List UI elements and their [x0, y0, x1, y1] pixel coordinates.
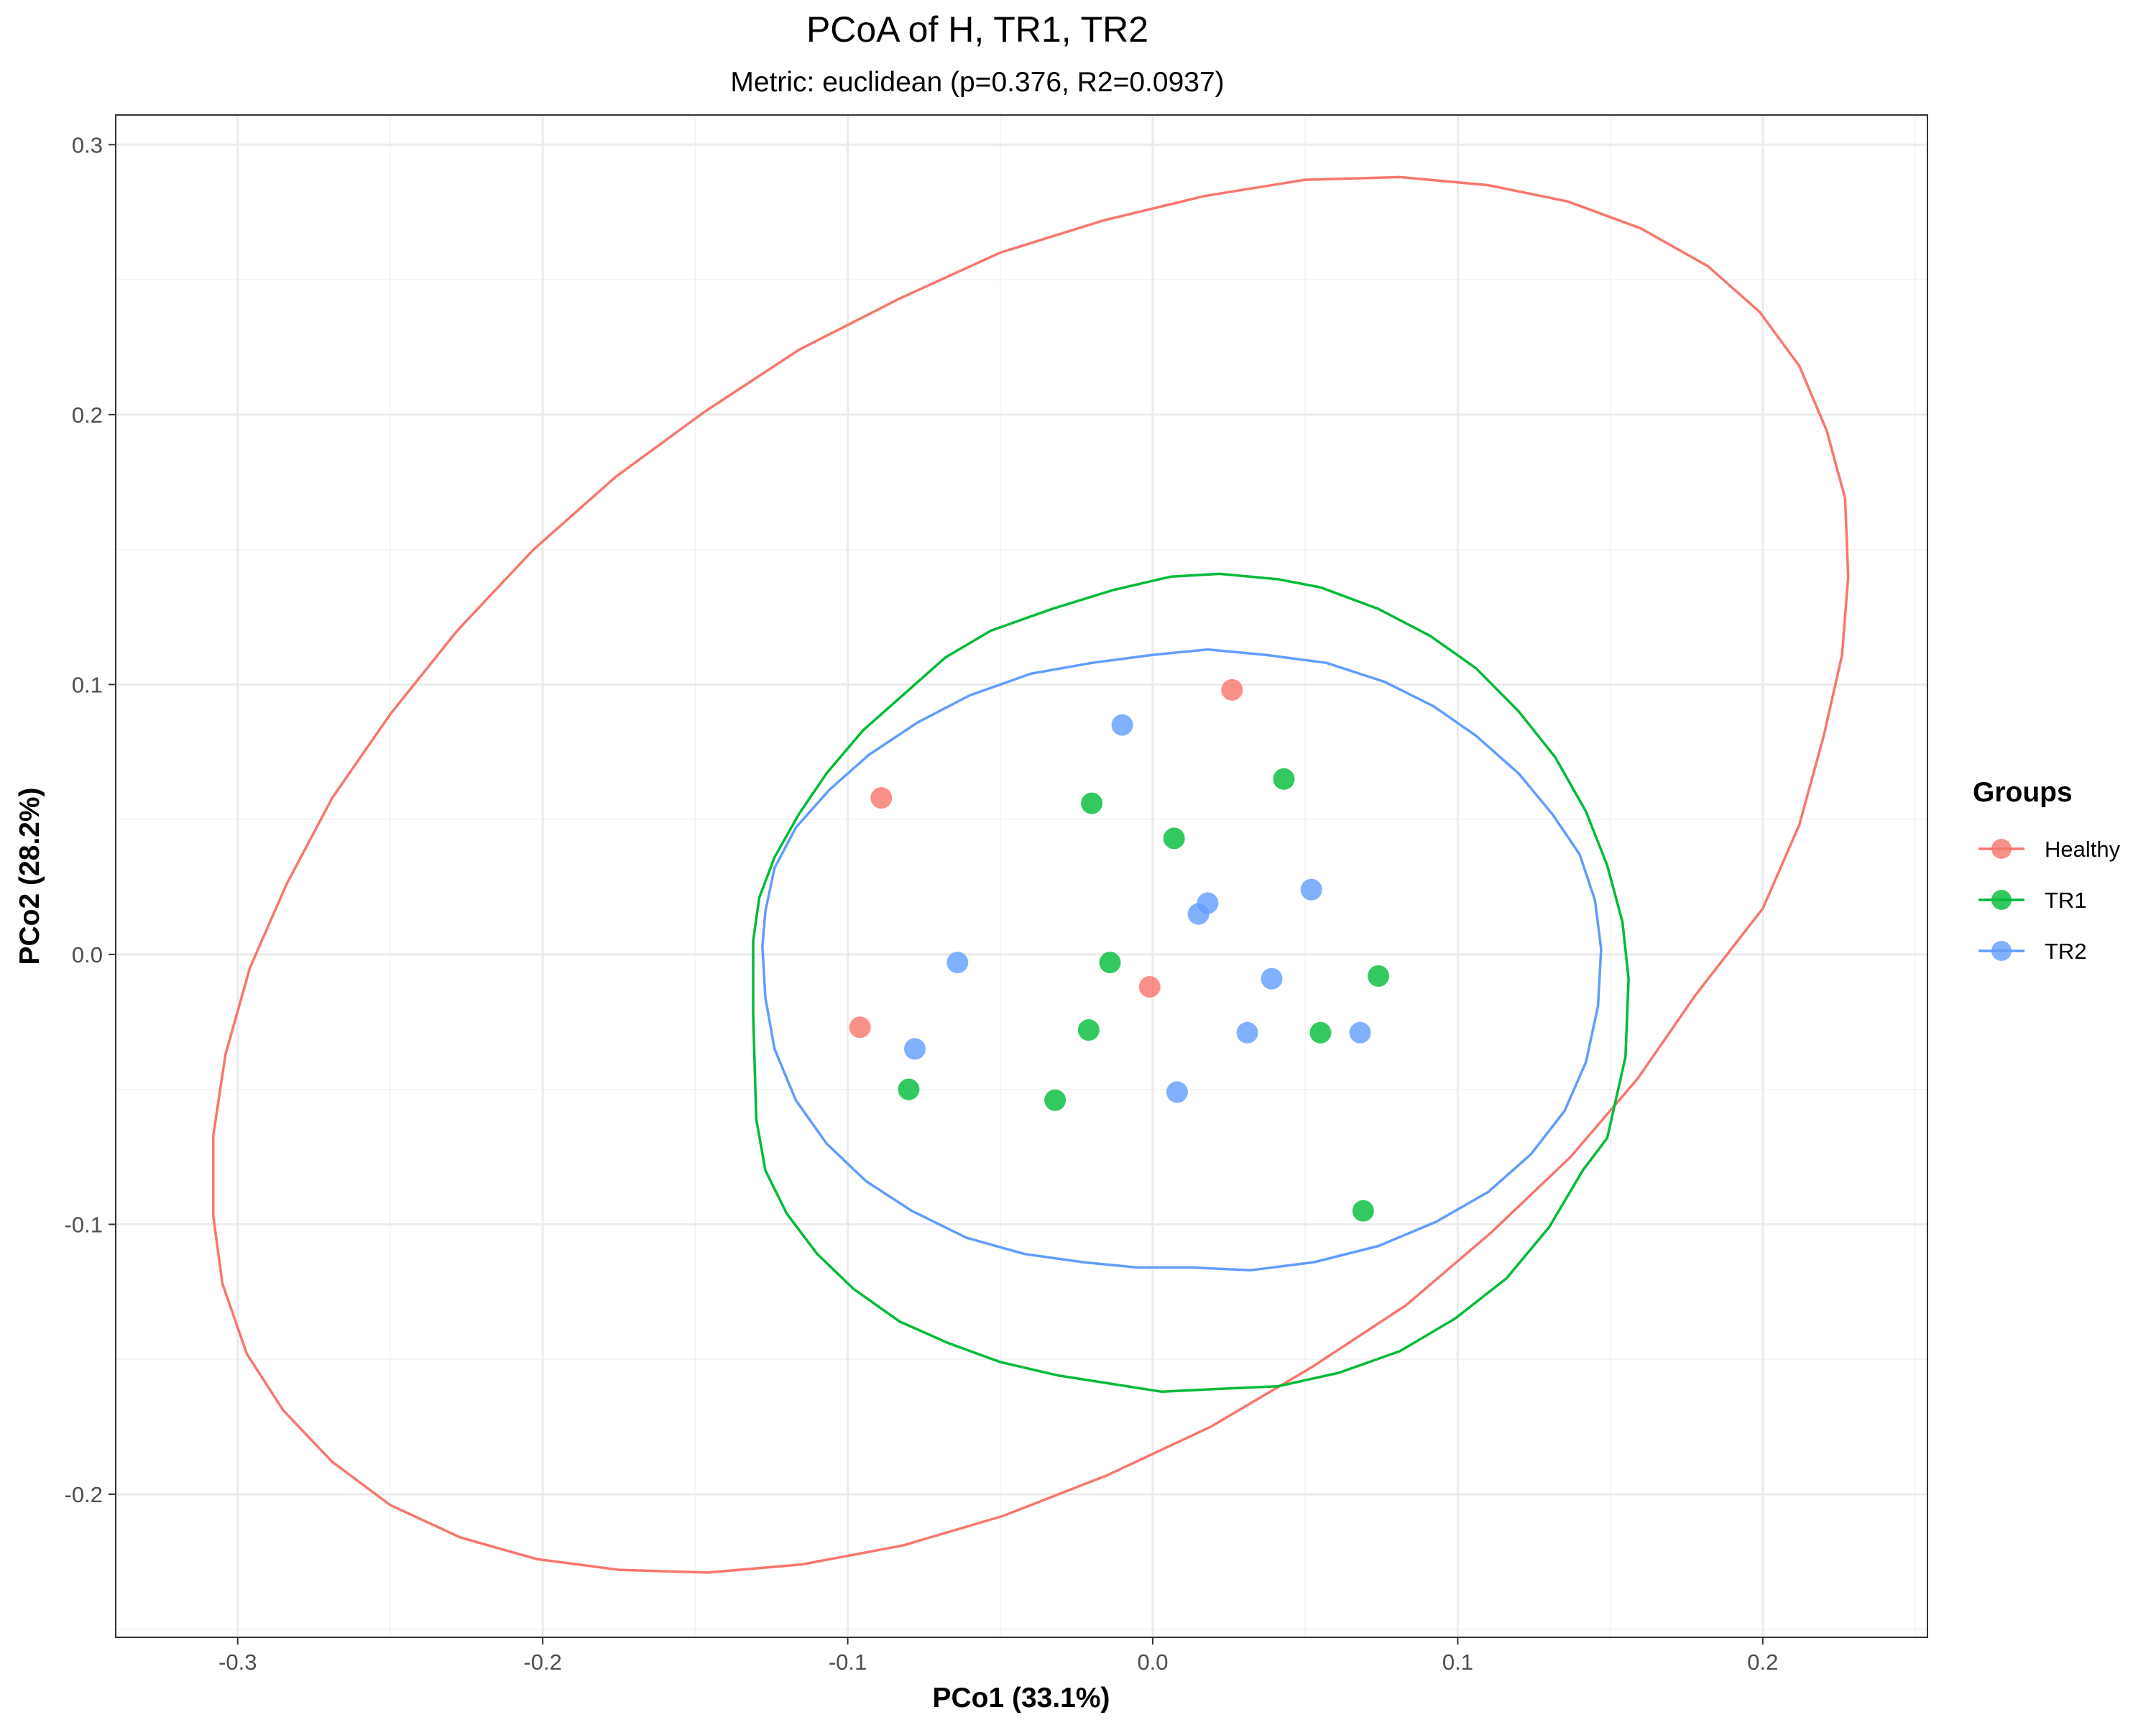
point-tr1: [1077, 1019, 1100, 1041]
point-tr1: [898, 1078, 920, 1100]
point-tr2: [1236, 1021, 1258, 1044]
chart-subtitle: Metric: euclidean (p=0.376, R2=0.0937): [730, 67, 1224, 98]
data-points: [849, 678, 1390, 1222]
legend-label: TR2: [2045, 939, 2087, 964]
legend-item-tr2: TR2: [1978, 939, 2087, 964]
x-axis-title: PCo1 (33.1%): [932, 1683, 1110, 1714]
legend-item-tr1: TR1: [1978, 888, 2087, 913]
point-tr1: [1044, 1089, 1067, 1111]
legend-label: Healthy: [2045, 837, 2121, 862]
point-tr2: [1111, 714, 1133, 736]
ellipse-healthy: [212, 175, 1850, 1574]
y-axis-title: PCo2 (28.2%): [14, 787, 45, 965]
ellipse-tr2: [761, 648, 1603, 1272]
plot-border: [115, 114, 1928, 1638]
x-tick-label: 0.2: [1747, 1650, 1778, 1675]
point-tr2: [1187, 903, 1210, 925]
y-tick-label: 0.1: [72, 672, 103, 697]
x-tick-label: 0.1: [1442, 1650, 1473, 1675]
x-tick-label: -0.3: [218, 1650, 257, 1675]
point-tr1: [1352, 1200, 1374, 1222]
x-tick-label: -0.1: [829, 1650, 867, 1675]
point-tr1: [1273, 768, 1295, 790]
point-tr1: [1368, 965, 1390, 987]
point-tr1: [1309, 1021, 1332, 1044]
point-healthy: [870, 787, 893, 809]
chart-title: PCoA of H, TR1, TR2: [806, 9, 1148, 50]
point-tr2: [903, 1038, 926, 1060]
legend-key-point: [1991, 839, 2012, 859]
point-tr1: [1081, 792, 1103, 814]
point-tr2: [1166, 1081, 1188, 1103]
grid: [116, 115, 1927, 1637]
confidence-ellipses: [212, 175, 1850, 1574]
y-tick-label: -0.2: [65, 1482, 103, 1507]
ellipse-tr1: [752, 572, 1630, 1394]
point-healthy: [1138, 975, 1161, 998]
plot-background: [116, 115, 1927, 1637]
point-tr2: [1300, 878, 1322, 901]
point-tr2: [1261, 967, 1283, 990]
axis-ticks: -0.3 -0.2 -0.1 0.0 0.1 0.2 -0.2 -0.1 0.0 0.1 0.2 0.…: [65, 132, 1779, 1675]
legend-title: Groups: [1973, 777, 2073, 808]
legend-key-point: [1991, 941, 2012, 961]
legend-items: Healthy TR1 TR2: [1978, 837, 2121, 964]
point-tr1: [1099, 952, 1121, 974]
point-healthy: [1221, 678, 1243, 701]
point-tr2: [946, 952, 969, 974]
point-healthy: [849, 1016, 871, 1039]
y-tick-label: 0.2: [72, 402, 103, 428]
y-tick-label: -0.1: [65, 1212, 103, 1237]
y-tick-label: 0.3: [72, 132, 103, 157]
legend-key-point: [1991, 890, 2012, 910]
legend: Groups Healthy TR1 TR2: [1973, 777, 2121, 964]
legend-label: TR1: [2045, 888, 2087, 913]
x-tick-label: -0.2: [523, 1650, 561, 1675]
point-tr1: [1163, 827, 1185, 850]
legend-item-healthy: Healthy: [1978, 837, 2121, 862]
point-tr2: [1349, 1021, 1371, 1044]
x-tick-label: 0.0: [1137, 1650, 1168, 1675]
y-tick-label: 0.0: [72, 942, 103, 967]
